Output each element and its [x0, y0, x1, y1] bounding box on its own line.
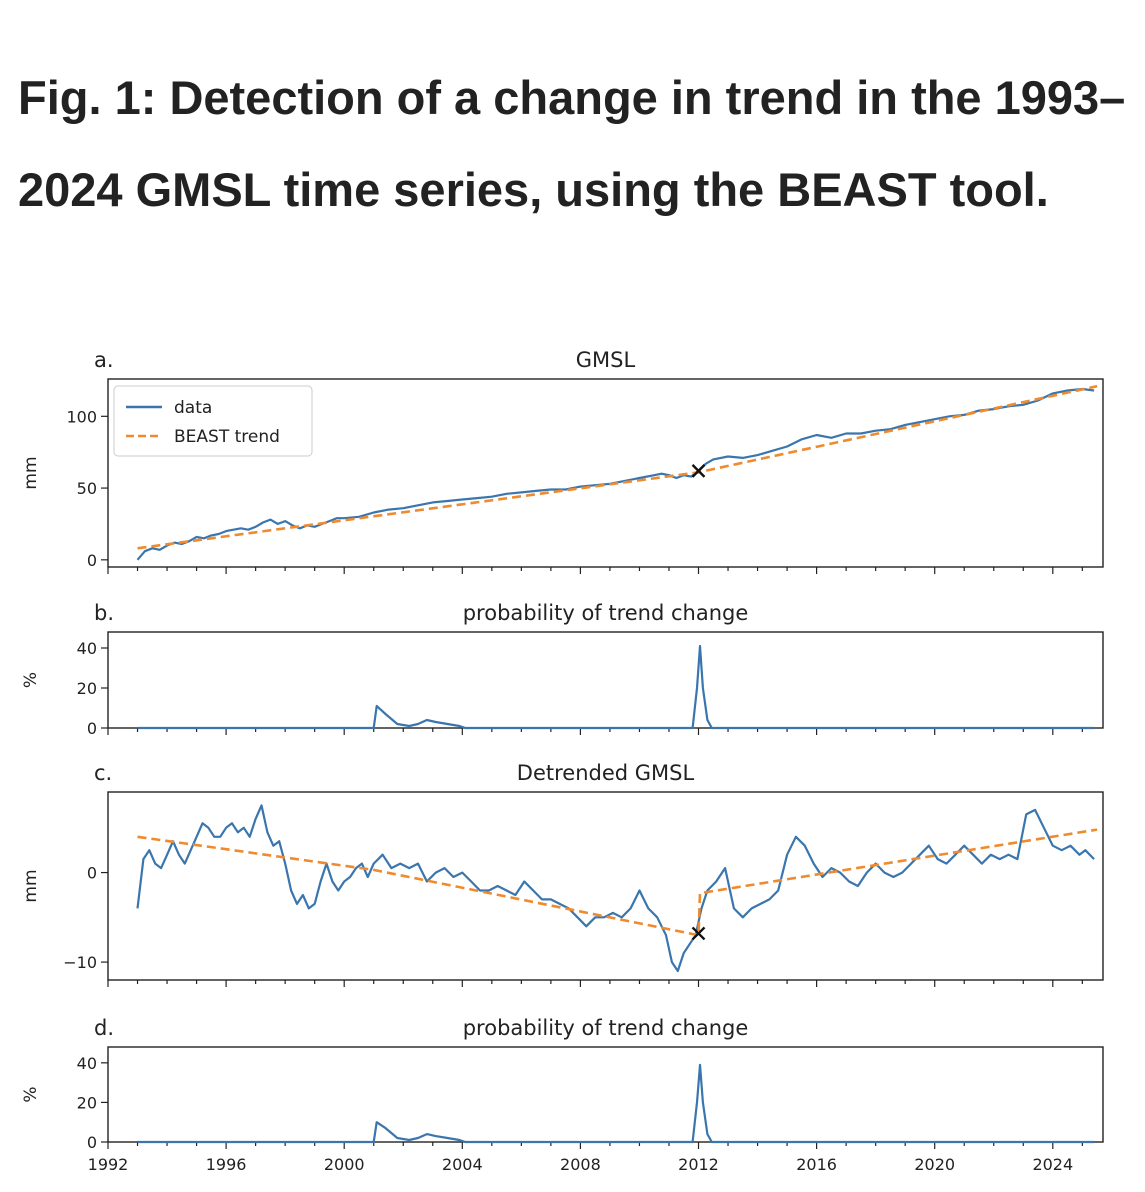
panel-letter: b. — [94, 601, 114, 625]
panel-c: −10 0 c. Detrended GMSL mm — [21, 761, 1104, 987]
change-point-stroke — [691, 463, 706, 478]
panel-d: 1992 1996 2000 2004 2008 2012 2016 2020 2024 0 20 4… — [21, 1016, 1104, 1174]
data-line — [137, 1063, 1095, 1144]
panel-a: 0 50 100 a. GMSL mm data BEAST trend — [21, 348, 1104, 574]
y-tick-label: 50 — [77, 479, 97, 498]
change-point-stroke — [691, 926, 706, 941]
y-tick-label: 40 — [77, 1054, 97, 1073]
plot-frame — [107, 1046, 1104, 1143]
x-tick-label: 1996 — [206, 1155, 247, 1174]
x-tick-label: 2000 — [324, 1155, 365, 1174]
x-tick-label: 1992 — [88, 1155, 129, 1174]
y-axis-label: % — [21, 672, 41, 688]
y-axis-label: % — [21, 1086, 41, 1102]
x-tick-label: 2012 — [678, 1155, 719, 1174]
y-tick-label: 40 — [77, 639, 97, 658]
y-tick-label: 100 — [66, 407, 97, 426]
data-line — [137, 644, 1095, 730]
legend-label-trend: BEAST trend — [174, 427, 280, 447]
plot-frame — [107, 631, 1104, 729]
y-tick-label: 0 — [87, 719, 97, 738]
x-tick-label: 2008 — [560, 1155, 601, 1174]
y-axis-label: mm — [21, 456, 41, 489]
y-tick-label: −10 — [63, 953, 97, 972]
plot-frame — [107, 378, 1104, 568]
change-point-marker — [691, 926, 706, 941]
panel-b: 0 20 40 b. probability of trend change% — [21, 601, 1104, 738]
plot-frame — [107, 791, 1104, 981]
y-tick-label: 0 — [87, 1133, 97, 1152]
x-tick-label: 2024 — [1032, 1155, 1073, 1174]
y-tick-label: 20 — [77, 1093, 97, 1112]
panel-title: probability of trend change — [463, 601, 749, 625]
y-tick-label: 20 — [77, 679, 97, 698]
x-tick-label: 2016 — [796, 1155, 837, 1174]
panel-title: GMSL — [576, 348, 636, 372]
legend: data BEAST trend — [113, 385, 313, 457]
x-tick-label: 2004 — [442, 1155, 483, 1174]
panel-title: Detrended GMSL — [517, 761, 695, 785]
legend-box — [113, 385, 313, 457]
legend-label-data: data — [174, 398, 212, 418]
panel-title: probability of trend change — [463, 1016, 749, 1040]
trend-line — [137, 828, 1098, 937]
y-tick-label: 0 — [87, 864, 97, 883]
y-tick-label: 0 — [87, 551, 97, 570]
data-line — [136, 804, 1095, 973]
figure-title: Fig. 1: Detection of a change in trend i… — [18, 71, 1126, 216]
panel-letter: c. — [94, 761, 112, 785]
data-line — [136, 387, 1095, 561]
change-point-marker — [691, 463, 706, 478]
panel-letter: a. — [94, 348, 114, 372]
panel-letter: d. — [94, 1016, 114, 1040]
x-tick-label: 2020 — [914, 1155, 955, 1174]
y-axis-label: mm — [21, 869, 41, 902]
